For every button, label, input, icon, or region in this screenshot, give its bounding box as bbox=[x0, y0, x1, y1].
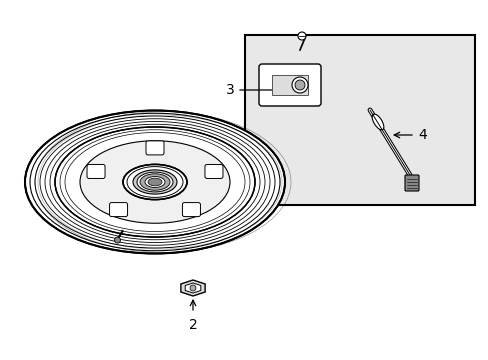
Text: 2: 2 bbox=[188, 318, 197, 332]
Bar bbox=[244, 35, 474, 205]
FancyBboxPatch shape bbox=[259, 64, 320, 106]
Bar bbox=[271, 75, 307, 95]
Ellipse shape bbox=[137, 172, 173, 192]
Text: 3: 3 bbox=[226, 83, 235, 97]
Polygon shape bbox=[185, 283, 201, 293]
Circle shape bbox=[190, 285, 196, 291]
FancyBboxPatch shape bbox=[182, 203, 200, 217]
Polygon shape bbox=[181, 280, 204, 296]
Ellipse shape bbox=[123, 165, 186, 199]
Ellipse shape bbox=[145, 176, 164, 188]
FancyBboxPatch shape bbox=[87, 165, 105, 179]
Circle shape bbox=[114, 237, 120, 243]
Ellipse shape bbox=[140, 174, 170, 190]
Ellipse shape bbox=[55, 127, 254, 237]
FancyBboxPatch shape bbox=[404, 175, 418, 191]
Circle shape bbox=[297, 32, 305, 40]
Text: 4: 4 bbox=[417, 128, 426, 142]
Ellipse shape bbox=[25, 111, 285, 253]
Ellipse shape bbox=[133, 170, 177, 194]
Ellipse shape bbox=[80, 141, 229, 223]
Ellipse shape bbox=[148, 178, 162, 186]
FancyBboxPatch shape bbox=[146, 141, 163, 155]
FancyBboxPatch shape bbox=[109, 203, 127, 217]
Text: 1: 1 bbox=[209, 169, 219, 183]
Circle shape bbox=[291, 77, 307, 93]
Ellipse shape bbox=[371, 114, 383, 130]
FancyBboxPatch shape bbox=[204, 165, 223, 179]
Ellipse shape bbox=[67, 134, 243, 230]
Circle shape bbox=[294, 80, 305, 90]
